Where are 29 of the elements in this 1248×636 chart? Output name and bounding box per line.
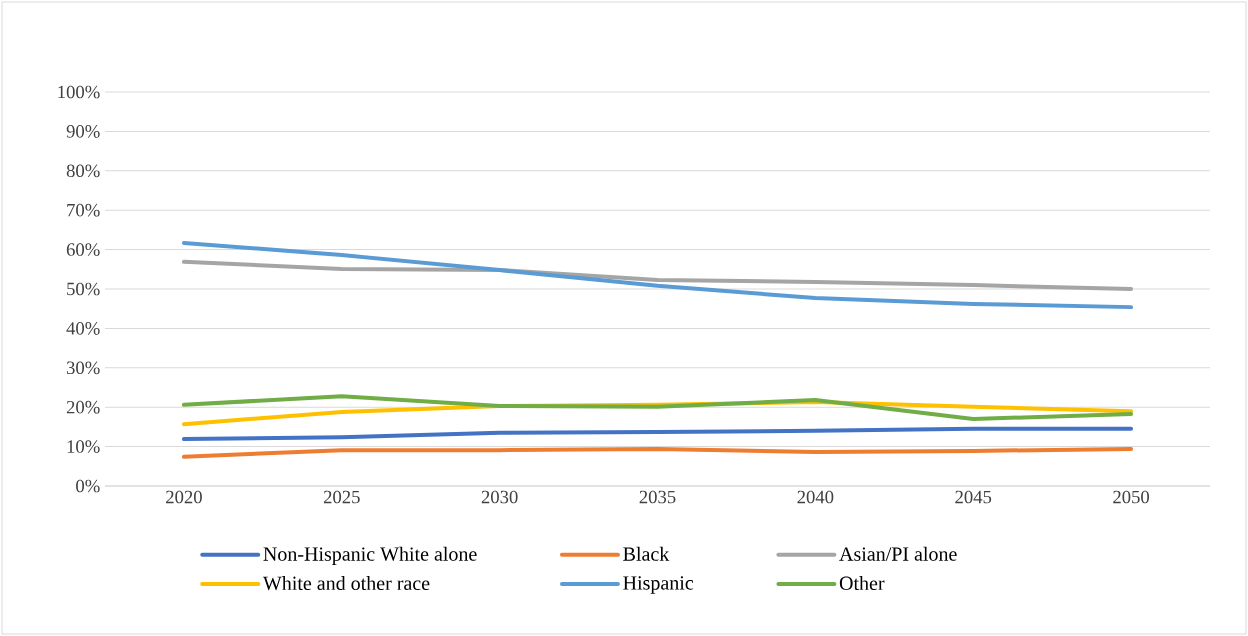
x-tick-label: 2025 [323,490,360,504]
x-tick-label: 2020 [166,490,202,504]
legend-label: Black [623,546,670,561]
y-tick-label: 0% [76,479,100,493]
line-series [181,394,1134,422]
legend-label: Asian/PI alone [839,546,957,561]
legend-label: Hispanic [623,576,694,594]
y-tick-label: 20% [66,400,100,414]
line-series [181,259,1134,291]
y-tick-label: 50% [67,282,100,296]
legend-label: White and other race [262,575,430,591]
y-tick-label: 70% [67,203,100,217]
x-tick-label: 2035 [639,490,676,504]
line-series [181,426,1134,442]
x-tick-label: 2045 [955,490,992,504]
y-tick-label: 10% [67,440,100,453]
line-series [181,240,1134,310]
x-tick-label: 2050 [1113,490,1150,504]
legend-label: Non-Hispanic White alone [263,546,477,565]
y-tick-label: 100% [58,85,100,99]
y-tick-label: 60% [66,243,100,256]
y-tick-label: 40% [66,322,100,335]
y-tick-label: 80% [66,164,100,178]
legend-label: Other [839,575,885,591]
x-tick-label: 2040 [797,490,834,504]
line-series [181,446,1134,459]
y-tick-label: 30% [66,361,100,375]
x-tick-label: 2030 [481,490,518,504]
y-tick-label: 90% [66,125,100,138]
